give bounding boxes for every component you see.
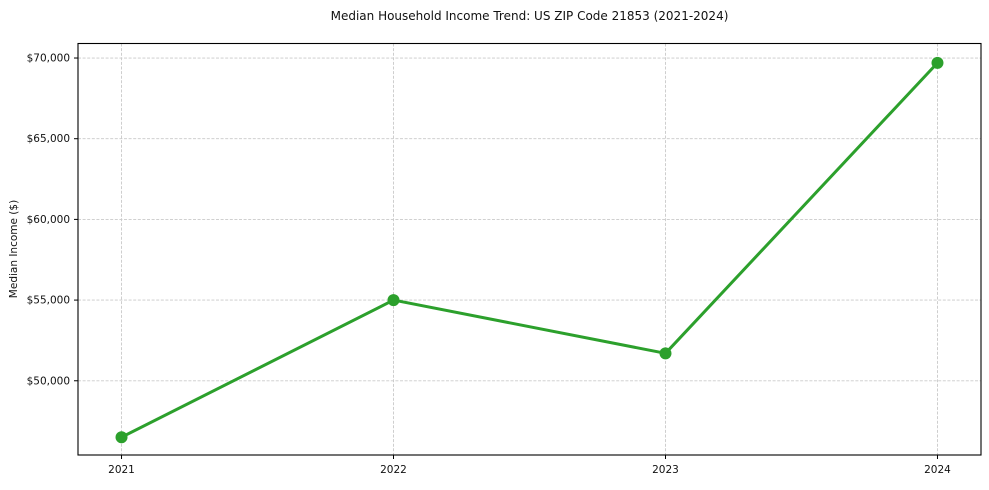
data-point-2022 — [387, 294, 400, 307]
trend-line — [120, 61, 939, 439]
y-tick-label: $70,000 — [27, 53, 70, 65]
chart-title: Median Household Income Trend: US ZIP Co… — [330, 9, 729, 23]
y-tick-label: $65,000 — [27, 133, 70, 145]
data-point-2021 — [115, 431, 128, 444]
x-tick-label: 2023 — [652, 464, 679, 476]
x-tick-label: 2022 — [380, 464, 407, 476]
data-point-2024 — [931, 56, 944, 69]
x-tick-label: 2024 — [924, 464, 951, 476]
data-point-2023 — [659, 347, 672, 360]
plot-border — [77, 42, 982, 456]
y-axis-label: Median Income ($) — [8, 199, 20, 299]
y-tick-label: $60,000 — [27, 214, 70, 226]
y-tick-label: $50,000 — [27, 375, 70, 387]
x-tick-label: 2021 — [108, 464, 135, 476]
y-tick-label: $55,000 — [27, 295, 70, 307]
